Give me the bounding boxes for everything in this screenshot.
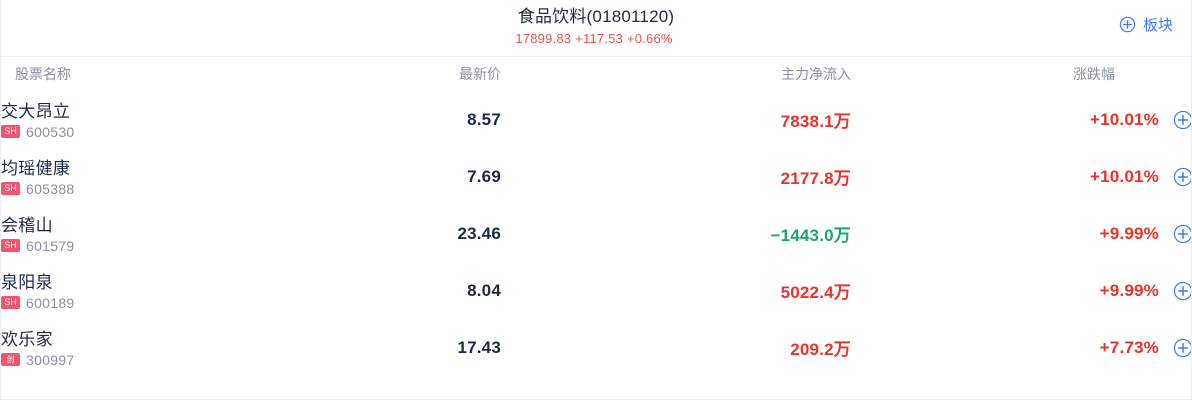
- stock-table: 股票名称 最新价 主力净流入 涨跌幅 交大昂立 SH 600530 8.57 7838.…: [1, 57, 1191, 376]
- index-change: +117.53: [575, 31, 623, 46]
- stock-code: 600530: [26, 123, 75, 140]
- table-header-row: 股票名称 最新价 主力净流入 涨跌幅: [1, 57, 1191, 91]
- change-value: +10.01%: [1090, 166, 1159, 186]
- index-value: 17899.83: [515, 31, 572, 46]
- add-to-watchlist-icon[interactable]: [1173, 167, 1191, 187]
- cell-latest-price: 23.46: [457, 223, 501, 243]
- column-header-name[interactable]: 股票名称: [15, 66, 71, 82]
- change-group: +10.01%: [851, 109, 1191, 130]
- add-to-watchlist-icon[interactable]: [1173, 281, 1191, 301]
- column-header-price[interactable]: 最新价: [459, 66, 501, 82]
- table-body: 交大昂立 SH 600530 8.57 7838.1万 +10.01% 均瑶健康 SH 6053…: [1, 91, 1191, 376]
- stock-code: 605388: [26, 180, 75, 197]
- stock-code: 601579: [26, 237, 75, 254]
- cell-latest-price: 8.57: [467, 109, 501, 129]
- cell-stock-name[interactable]: 泉阳泉 SH 600189: [1, 262, 381, 319]
- cell-stock-name[interactable]: 均瑶健康 SH 605388: [1, 148, 381, 205]
- add-to-watchlist-icon[interactable]: [1173, 338, 1191, 358]
- stock-identity: SH 605388: [1, 182, 381, 196]
- cell-change-pct: +10.01%: [851, 91, 1191, 148]
- change-group: +9.99%: [851, 280, 1191, 301]
- panel-header: 食品饮料(01801120) 17899.83 +117.53 +0.66% 板块: [1, 0, 1191, 57]
- change-value: +10.01%: [1090, 109, 1159, 129]
- column-header-change[interactable]: 涨跌幅: [1073, 66, 1115, 82]
- cell-latest-price: 7.69: [467, 166, 501, 186]
- index-change-pct: +0.66%: [626, 31, 673, 46]
- cell-net-inflow: 209.2万: [790, 340, 851, 359]
- market-badge: 创: [1, 353, 20, 366]
- change-group: +9.99%: [851, 223, 1191, 244]
- stock-identity: SH 600530: [1, 125, 381, 139]
- column-header-flow[interactable]: 主力净流入: [781, 66, 851, 82]
- cell-net-inflow: 5022.4万: [780, 283, 851, 302]
- table-head: 股票名称 最新价 主力净流入 涨跌幅: [1, 57, 1191, 91]
- add-sector-label: 板块: [1142, 17, 1173, 34]
- table-row[interactable]: 均瑶健康 SH 605388 7.69 2177.8万 +10.01%: [1, 148, 1191, 205]
- market-badge: SH: [1, 239, 20, 252]
- add-to-watchlist-icon[interactable]: [1173, 110, 1191, 130]
- market-badge: SH: [1, 182, 20, 195]
- stock-identity: SH 600189: [1, 296, 381, 310]
- stock-name: 欢乐家: [1, 329, 53, 349]
- cell-change-pct: +9.99%: [851, 205, 1191, 262]
- stock-name: 交大昂立: [1, 101, 71, 121]
- index-quote: 17899.83 +117.53 +0.66%: [1, 30, 1191, 47]
- cell-stock-name[interactable]: 会稽山 SH 601579: [1, 205, 381, 262]
- change-value: +9.99%: [1099, 223, 1159, 243]
- stock-identity: 创 300997: [1, 353, 381, 367]
- cell-change-pct: +10.01%: [851, 148, 1191, 205]
- cell-stock-name[interactable]: 欢乐家创 300997: [1, 319, 381, 376]
- stock-name: 均瑶健康: [1, 158, 71, 178]
- stock-name: 会稽山: [1, 215, 53, 235]
- cell-change-pct: +7.73%: [851, 319, 1191, 376]
- stock-code: 600189: [26, 294, 75, 311]
- cell-change-pct: +9.99%: [851, 262, 1191, 319]
- index-summary: 食品饮料(01801120) 17899.83 +117.53 +0.66%: [1, 6, 1191, 47]
- table-row[interactable]: 泉阳泉 SH 600189 8.04 5022.4万 +9.99%: [1, 262, 1191, 319]
- table-row[interactable]: 欢乐家创 300997 17.43 209.2万 +7.73%: [1, 319, 1191, 376]
- cell-net-inflow: −1443.0万: [770, 226, 851, 245]
- stock-code: 300997: [26, 351, 75, 368]
- change-group: +7.73%: [851, 337, 1191, 358]
- stock-identity: SH 601579: [1, 239, 381, 253]
- market-badge: SH: [1, 125, 20, 138]
- cell-latest-price: 8.04: [467, 280, 501, 300]
- cell-net-inflow: 7838.1万: [780, 112, 851, 131]
- change-value: +9.99%: [1099, 280, 1159, 300]
- add-sector-button[interactable]: 板块: [1119, 14, 1173, 35]
- index-title: 食品饮料(01801120): [517, 7, 675, 26]
- circle-plus-icon: [1119, 16, 1136, 33]
- market-badge: SH: [1, 296, 20, 309]
- table-row[interactable]: 会稽山 SH 601579 23.46 −1443.0万 +9.99%: [1, 205, 1191, 262]
- cell-latest-price: 17.43: [457, 337, 501, 357]
- change-value: +7.73%: [1099, 337, 1159, 357]
- cell-net-inflow: 2177.8万: [780, 169, 851, 188]
- cell-stock-name[interactable]: 交大昂立 SH 600530: [1, 91, 381, 148]
- add-to-watchlist-icon[interactable]: [1173, 224, 1191, 244]
- change-group: +10.01%: [851, 166, 1191, 187]
- table-row[interactable]: 交大昂立 SH 600530 8.57 7838.1万 +10.01%: [1, 91, 1191, 148]
- stock-name: 泉阳泉: [1, 272, 53, 292]
